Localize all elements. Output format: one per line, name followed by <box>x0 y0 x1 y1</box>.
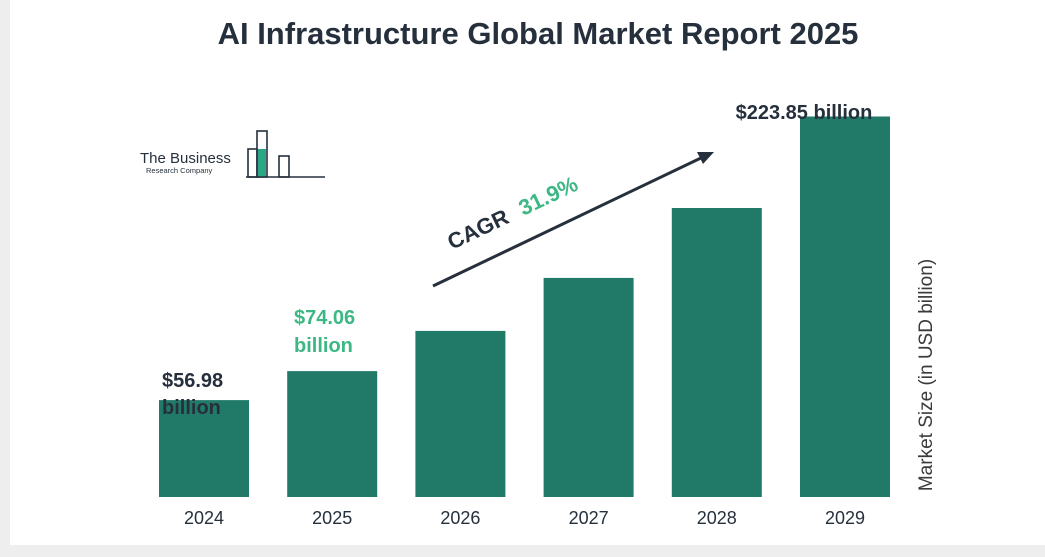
data-label-2025-unit: billion <box>294 335 353 357</box>
data-label-2025-value: $74.06 <box>294 307 355 329</box>
x-tick-2028: 2028 <box>697 508 737 528</box>
bar-2027 <box>543 277 634 497</box>
bar-2028 <box>671 208 762 497</box>
x-tick-2024: 2024 <box>184 508 224 528</box>
cagr-arrow-head <box>697 152 714 164</box>
bar-2026 <box>415 330 506 497</box>
logo-bar-green <box>258 149 266 177</box>
cagr-value: 31.9% <box>515 171 582 220</box>
bar-2024 <box>159 400 249 497</box>
x-tick-2026: 2026 <box>440 508 480 528</box>
chart-title: AI Infrastructure Global Market Report 2… <box>218 16 859 51</box>
logo-bar-outline-right <box>278 155 290 178</box>
data-label-2024-unit: billion <box>162 397 221 419</box>
x-tick-labels: 2024 2025 2026 2027 2028 2029 <box>184 508 865 528</box>
bar-2025 <box>287 371 378 497</box>
x-tick-2027: 2027 <box>569 508 609 528</box>
logo-name: The Business <box>140 150 231 167</box>
bars-group <box>159 116 890 497</box>
x-tick-2025: 2025 <box>312 508 352 528</box>
data-label-2029: $223.85 billion <box>736 102 873 124</box>
left-edge <box>0 0 10 557</box>
bottom-edge <box>0 545 1045 557</box>
logo-subname: Research Company <box>146 166 213 175</box>
logo-bar-outline-left <box>247 148 258 178</box>
cagr-label: CAGR <box>443 204 512 254</box>
cagr-arrow-line <box>432 155 704 288</box>
data-label-2024-value: $56.98 <box>162 370 223 392</box>
x-tick-2029: 2029 <box>825 508 865 528</box>
company-logo: The Business Research Company <box>140 130 325 178</box>
bar-2029 <box>800 116 890 497</box>
y-axis-label: Market Size (in USD billion) <box>916 259 937 491</box>
cagr-text: CAGR 31.9% <box>443 171 581 254</box>
